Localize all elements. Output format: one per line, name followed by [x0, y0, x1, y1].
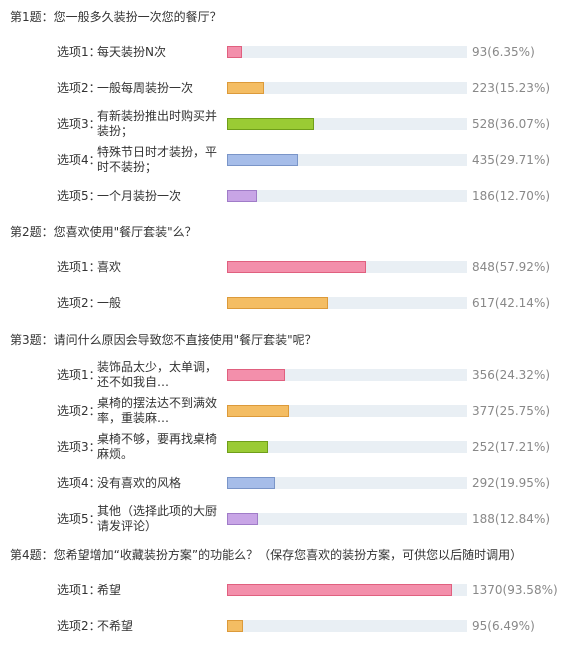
option-prefix: 选项1：: [57, 583, 101, 597]
bar-track: [227, 297, 467, 309]
option-label: 桌椅的摆法达不到满效率，重装麻…: [97, 396, 218, 425]
bar-track: [227, 584, 467, 596]
result: 1370(93.58%): [472, 583, 558, 597]
option-label: 每天装扮N次: [97, 44, 166, 59]
bar-track: [227, 369, 467, 381]
bar-track: [227, 513, 467, 525]
option-label: 其他（选择此项的大厨请发评论）: [97, 504, 218, 533]
option-prefix: 选项4：: [57, 153, 101, 167]
result: 435(29.71%): [472, 153, 551, 167]
option-label: 有新装扮推出时购买并装扮；: [97, 109, 218, 138]
question-title: 第1题：您一般多久装扮一次您的餐厅？: [10, 10, 222, 24]
option-prefix: 选项5：: [57, 512, 101, 526]
option-prefix: 选项2：: [57, 619, 101, 633]
bar-track: [227, 261, 467, 273]
bar: [227, 620, 243, 632]
bar: [227, 46, 243, 58]
option-prefix: 选项3：: [57, 440, 101, 454]
option-prefix: 选项1：: [57, 45, 101, 59]
result: 356(24.32%): [472, 368, 551, 382]
bar: [227, 118, 314, 130]
option-prefix: 选项2：: [57, 404, 101, 418]
option-label: 没有喜欢的风格: [97, 475, 182, 490]
bar: [227, 477, 275, 489]
result: 223(15.23%): [472, 81, 551, 95]
result: 186(12.70%): [472, 189, 551, 203]
result: 617(42.14%): [472, 296, 551, 310]
bar: [227, 190, 258, 202]
bar-track: [227, 620, 467, 632]
result: 188(12.84%): [472, 512, 551, 526]
bar: [227, 441, 269, 453]
option-label: 一般每周装扮一次: [97, 80, 194, 95]
question-title: 第4题：您希望增加“收藏装扮方案”的功能么？（保存您喜欢的装扮方案，可供您以后随…: [10, 548, 523, 562]
option-label: 不希望: [97, 618, 134, 633]
bar: [227, 369, 286, 381]
result: 528(36.07%): [472, 117, 551, 131]
option-prefix: 选项3：: [57, 117, 101, 131]
option-prefix: 选项4：: [57, 476, 101, 490]
option-prefix: 选项2：: [57, 296, 101, 310]
bar: [227, 261, 366, 273]
option-prefix: 选项2：: [57, 81, 101, 95]
option-label: 桌椅不够，要再找桌椅麻烦。: [97, 432, 218, 461]
result: 848(57.92%): [472, 260, 551, 274]
option-label: 装饰品太少，太单调，还不如我自…: [97, 360, 218, 389]
bar: [227, 584, 452, 596]
bar-track: [227, 82, 467, 94]
bar-track: [227, 118, 467, 130]
bar: [227, 82, 264, 94]
bar: [227, 297, 329, 309]
bar-track: [227, 405, 467, 417]
question-title: 第2题：您喜欢使用"餐厅套装"么？: [10, 225, 197, 239]
result: 377(25.75%): [472, 404, 551, 418]
option-label: 一般: [97, 295, 122, 310]
option-label: 一个月装扮一次: [97, 188, 182, 203]
bar: [227, 154, 299, 166]
bar-track: [227, 441, 467, 453]
option-label: 希望: [97, 582, 122, 597]
option-prefix: 选项1：: [57, 368, 101, 382]
result: 292(19.95%): [472, 476, 551, 490]
bar-track: [227, 190, 467, 202]
bar-track: [227, 154, 467, 166]
bar: [227, 405, 289, 417]
bar-track: [227, 477, 467, 489]
question-title: 第3题：请问什么原因会导致您不直接使用"餐厅套装"呢？: [10, 333, 317, 347]
bar: [227, 513, 258, 525]
option-label: 特殊节日时才装扮，平时不装扮；: [97, 145, 218, 174]
option-prefix: 选项5：: [57, 189, 101, 203]
result: 93(6.35%): [472, 45, 535, 59]
bar-track: [227, 46, 467, 58]
option-label: 喜欢: [97, 259, 122, 274]
option-prefix: 选项1：: [57, 260, 101, 274]
result: 95(6.49%): [472, 619, 535, 633]
result: 252(17.21%): [472, 440, 551, 454]
